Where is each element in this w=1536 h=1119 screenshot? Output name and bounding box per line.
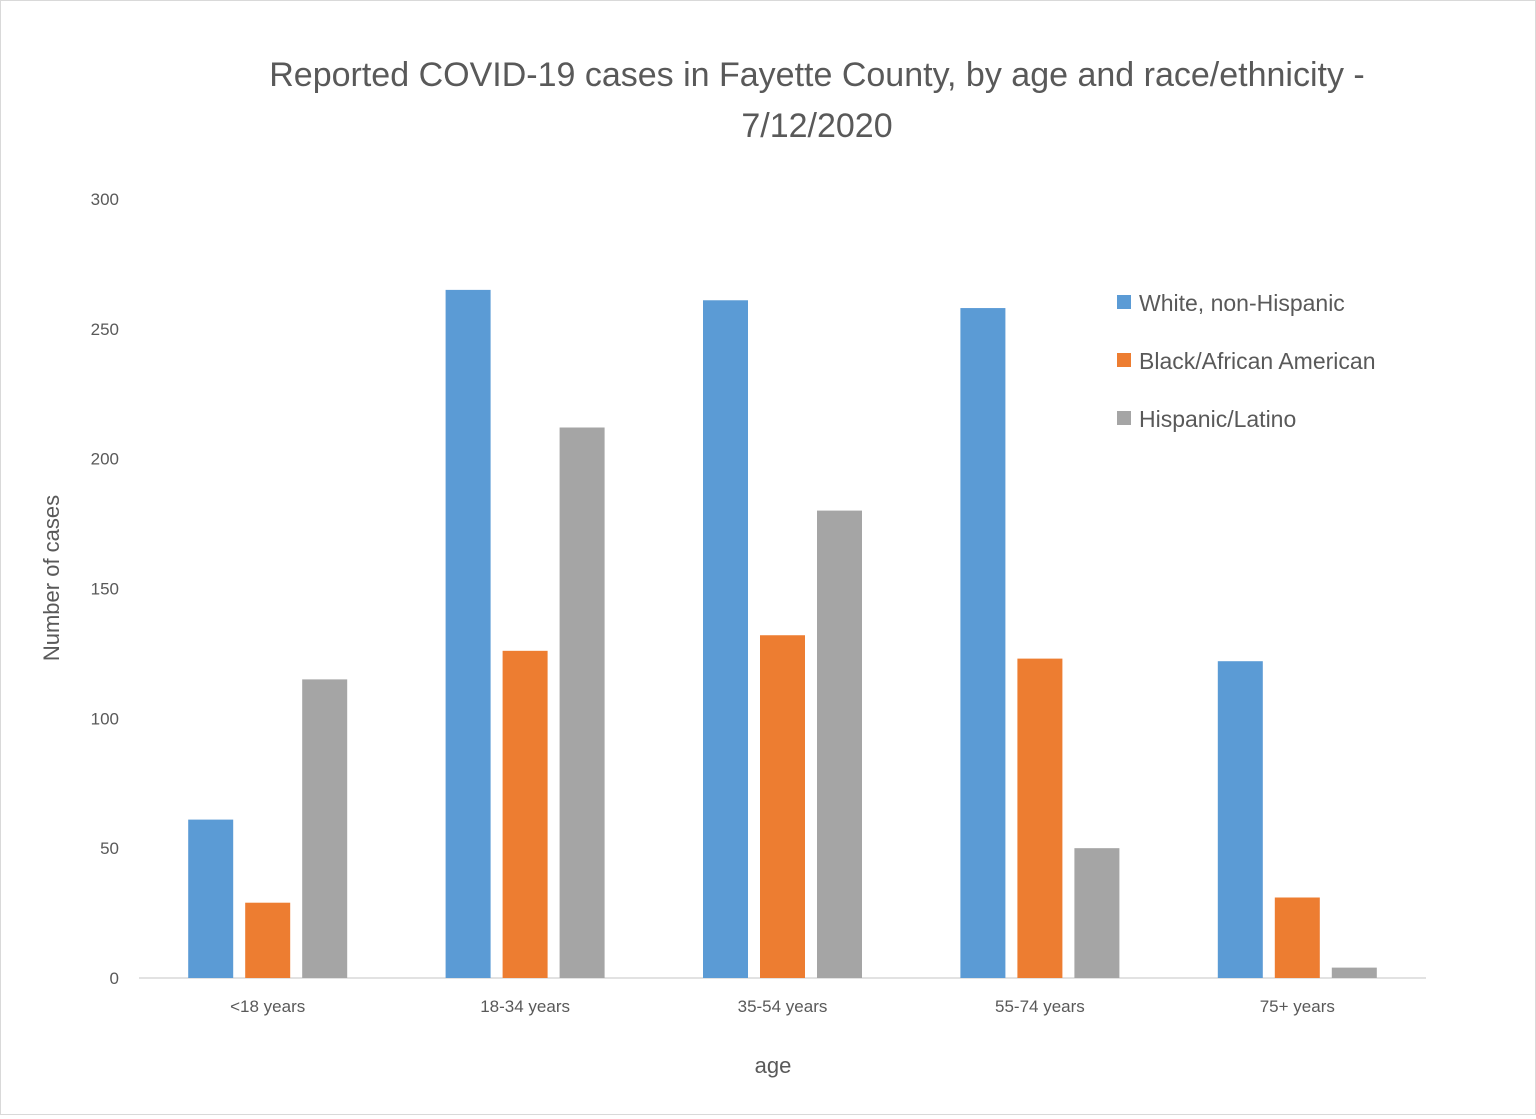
y-tick-label: 250 (91, 320, 119, 339)
y-axis-ticks: 0 50 100 150 200 250 300 (91, 190, 119, 988)
bar-black-african-american-3 (1017, 658, 1063, 978)
bar-hispanic-latino-3 (1074, 848, 1120, 978)
x-tick-label: 18-34 years (480, 997, 570, 1016)
bar-white-non-hispanic-1 (445, 289, 491, 979)
y-tick-label: 200 (91, 450, 119, 469)
legend-label: White, non-Hispanic (1139, 290, 1345, 316)
bar-white-non-hispanic-0 (188, 819, 234, 978)
bar-black-african-american-0 (245, 902, 291, 978)
legend-swatch (1117, 353, 1131, 367)
chart-title: Reported COVID-19 cases in Fayette Count… (269, 56, 1364, 145)
y-tick-label: 100 (91, 709, 119, 728)
y-axis-title: Number of cases (39, 495, 64, 661)
x-tick-label: 55-74 years (995, 997, 1085, 1016)
bar-hispanic-latino-2 (817, 510, 862, 978)
x-tick-label: 35-54 years (738, 997, 828, 1016)
legend-swatch (1117, 411, 1131, 425)
legend: White, non-Hispanic Black/African America… (1117, 290, 1375, 432)
bar-white-non-hispanic-4 (1217, 661, 1263, 978)
bar-hispanic-latino-1 (559, 427, 605, 978)
y-tick-label: 300 (91, 190, 119, 209)
x-axis-title: age (755, 1053, 792, 1078)
bar-black-african-american-1 (502, 650, 548, 978)
x-tick-label: 75+ years (1260, 997, 1335, 1016)
bar-white-non-hispanic-2 (703, 300, 748, 978)
legend-label: Black/African American (1139, 348, 1375, 374)
x-axis-ticks: <18 years 18-34 years 35-54 years 55-74 yea… (230, 997, 1335, 1016)
bar-white-non-hispanic-3 (960, 308, 1006, 978)
chart-title-line-1: Reported COVID-19 cases in Fayette Count… (269, 56, 1364, 94)
bar-hispanic-latino-0 (302, 679, 348, 978)
y-tick-label: 50 (100, 839, 119, 858)
legend-label: Hispanic/Latino (1139, 406, 1296, 432)
y-tick-label: 150 (91, 580, 119, 599)
legend-swatch (1117, 295, 1131, 309)
chart-title-line-2: 7/12/2020 (741, 107, 892, 145)
bar-black-african-american-4 (1274, 897, 1320, 978)
bar-black-african-american-2 (760, 635, 805, 978)
x-tick-label: <18 years (230, 997, 305, 1016)
bars (188, 289, 1377, 979)
y-tick-label: 0 (110, 969, 119, 988)
bar-hispanic-latino-4 (1331, 967, 1377, 978)
